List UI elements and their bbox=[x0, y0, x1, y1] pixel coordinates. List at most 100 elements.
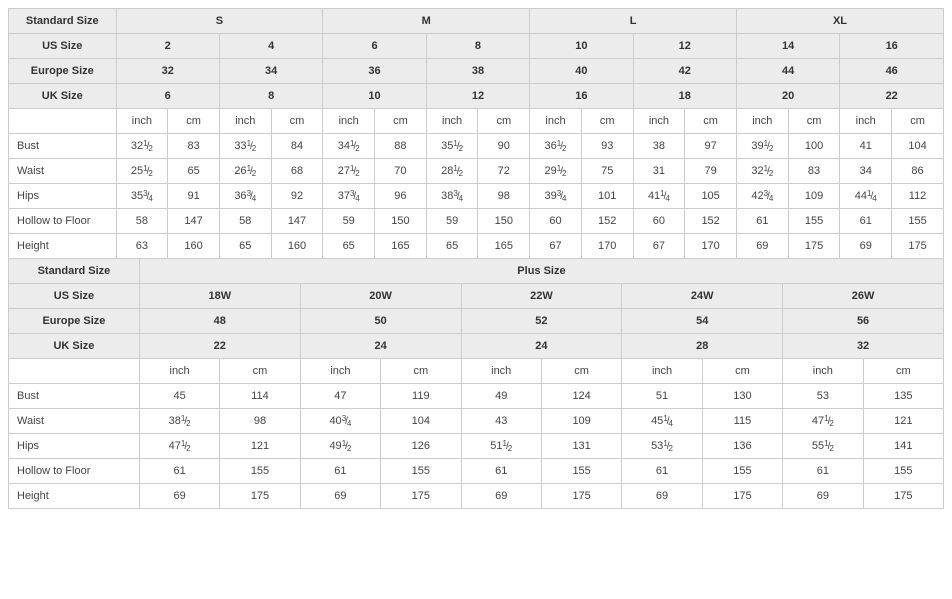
measure-cell: 59 bbox=[323, 209, 375, 234]
measure-cell: 96 bbox=[375, 184, 427, 209]
eu-size-cell: 34 bbox=[219, 59, 322, 84]
uk-size-cell: 32 bbox=[783, 334, 944, 359]
measure-cell: 471/2 bbox=[139, 434, 219, 459]
measure-cell: 155 bbox=[220, 459, 300, 484]
measure-cell: 381/2 bbox=[139, 409, 219, 434]
measure-cell: 93 bbox=[581, 134, 633, 159]
measure-cell: 170 bbox=[581, 234, 633, 259]
measure-cell: 105 bbox=[685, 184, 737, 209]
measure-cell: 61 bbox=[783, 459, 863, 484]
measure-label: Waist bbox=[9, 159, 117, 184]
uk-size-cell: 6 bbox=[116, 84, 219, 109]
measure-cell: 383/4 bbox=[426, 184, 478, 209]
us-size-cell: 24W bbox=[622, 284, 783, 309]
measure-cell: 155 bbox=[892, 209, 944, 234]
measure-cell: 150 bbox=[375, 209, 427, 234]
measure-cell: 53 bbox=[783, 384, 863, 409]
us-size-cell: 2 bbox=[116, 34, 219, 59]
measure-cell: 391/2 bbox=[736, 134, 788, 159]
measure-cell: 69 bbox=[622, 484, 702, 509]
measure-cell: 126 bbox=[381, 434, 461, 459]
row-units: inchcminchcminchcminchcminchcminchcminch… bbox=[9, 109, 944, 134]
measure-cell: 69 bbox=[300, 484, 380, 509]
us-size-cell: 8 bbox=[426, 34, 529, 59]
unit-cm: cm bbox=[168, 109, 220, 134]
measure-label: Hollow to Floor bbox=[9, 209, 117, 234]
uk-size-cell: 22 bbox=[139, 334, 300, 359]
uk-size-cell: 18 bbox=[633, 84, 736, 109]
measure-cell: 165 bbox=[375, 234, 427, 259]
measure-cell: 45 bbox=[139, 384, 219, 409]
measure-cell: 136 bbox=[702, 434, 782, 459]
measure-cell: 175 bbox=[220, 484, 300, 509]
measure-cell: 155 bbox=[702, 459, 782, 484]
measure-cell: 261/2 bbox=[219, 159, 271, 184]
unit-cm: cm bbox=[220, 359, 300, 384]
measure-cell: 141 bbox=[863, 434, 943, 459]
unit-inch: inch bbox=[633, 109, 685, 134]
uk-size-cell: 24 bbox=[300, 334, 461, 359]
measure-cell: 83 bbox=[788, 159, 840, 184]
measure-cell: 69 bbox=[736, 234, 788, 259]
measure-cell: 471/2 bbox=[783, 409, 863, 434]
measure-cell: 155 bbox=[381, 459, 461, 484]
col-uk-size-plus: UK Size bbox=[9, 334, 140, 359]
eu-size-cell: 54 bbox=[622, 309, 783, 334]
uk-size-cell: 20 bbox=[736, 84, 839, 109]
row-plus-bust: Bust4511447119491245113053135 bbox=[9, 384, 944, 409]
measure-label: Hips bbox=[9, 184, 117, 209]
measure-cell: 119 bbox=[381, 384, 461, 409]
row-units-plus: inchcminchcminchcminchcminchcm bbox=[9, 359, 944, 384]
unit-inch: inch bbox=[736, 109, 788, 134]
uk-size-cell: 16 bbox=[530, 84, 633, 109]
measure-cell: 65 bbox=[168, 159, 220, 184]
row-plus-hips: Hips471/2121491/2126511/2131531/2136551/… bbox=[9, 434, 944, 459]
us-size-cell: 12 bbox=[633, 34, 736, 59]
measure-cell: 60 bbox=[633, 209, 685, 234]
units-spacer bbox=[9, 109, 117, 134]
measure-cell: 97 bbox=[685, 134, 737, 159]
measure-cell: 121 bbox=[863, 409, 943, 434]
eu-size-cell: 52 bbox=[461, 309, 622, 334]
uk-size-cell: 10 bbox=[323, 84, 426, 109]
measure-cell: 63 bbox=[116, 234, 168, 259]
measure-cell: 281/2 bbox=[426, 159, 478, 184]
eu-size-cell: 46 bbox=[840, 59, 944, 84]
measure-cell: 331/2 bbox=[219, 134, 271, 159]
row-plus-hollow-to-floor: Hollow to Floor6115561155611556115561155 bbox=[9, 459, 944, 484]
unit-cm: cm bbox=[375, 109, 427, 134]
measure-cell: 67 bbox=[530, 234, 582, 259]
measure-cell: 104 bbox=[381, 409, 461, 434]
measure-cell: 104 bbox=[892, 134, 944, 159]
measure-cell: 175 bbox=[892, 234, 944, 259]
eu-size-cell: 36 bbox=[323, 59, 426, 84]
measure-cell: 175 bbox=[702, 484, 782, 509]
us-size-cell: 18W bbox=[139, 284, 300, 309]
measure-cell: 150 bbox=[478, 209, 530, 234]
size-group-l: L bbox=[530, 9, 737, 34]
measure-cell: 59 bbox=[426, 209, 478, 234]
measure-label: Bust bbox=[9, 134, 117, 159]
us-size-cell: 20W bbox=[300, 284, 461, 309]
uk-size-cell: 24 bbox=[461, 334, 622, 359]
plus-size-header: Plus Size bbox=[139, 259, 943, 284]
col-uk-size: UK Size bbox=[9, 84, 117, 109]
measure-cell: 147 bbox=[271, 209, 323, 234]
unit-cm: cm bbox=[541, 359, 621, 384]
us-size-cell: 26W bbox=[783, 284, 944, 309]
eu-size-cell: 42 bbox=[633, 59, 736, 84]
measure-label: Height bbox=[9, 234, 117, 259]
measure-cell: 170 bbox=[685, 234, 737, 259]
us-size-cell: 6 bbox=[323, 34, 426, 59]
measure-cell: 61 bbox=[300, 459, 380, 484]
row-hollow-to-floor: Hollow to Floor5814758147591505915060152… bbox=[9, 209, 944, 234]
measure-cell: 124 bbox=[541, 384, 621, 409]
row-standard-size: Standard SizeSMLXL bbox=[9, 9, 944, 34]
measure-cell: 58 bbox=[219, 209, 271, 234]
measure-cell: 373/4 bbox=[323, 184, 375, 209]
unit-cm: cm bbox=[685, 109, 737, 134]
measure-cell: 175 bbox=[541, 484, 621, 509]
row-us-size-plus: US Size18W20W22W24W26W bbox=[9, 284, 944, 309]
us-size-cell: 22W bbox=[461, 284, 622, 309]
row-hips: Hips353/491363/492373/496383/498393/4101… bbox=[9, 184, 944, 209]
